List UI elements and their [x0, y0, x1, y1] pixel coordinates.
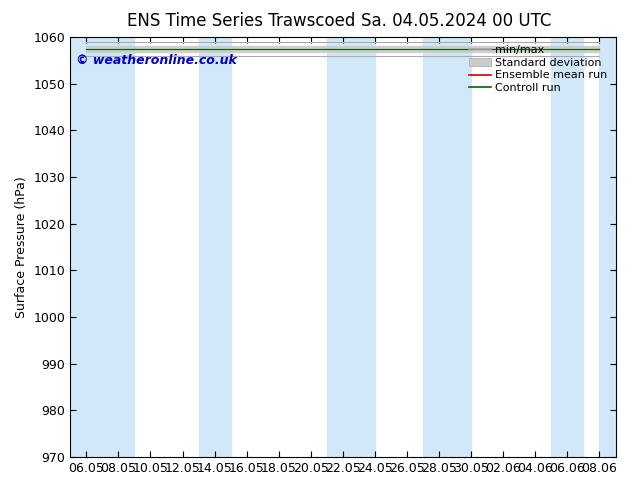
Bar — [423, 37, 471, 457]
Text: © weatheronline.co.uk: © weatheronline.co.uk — [75, 54, 236, 67]
Bar — [102, 37, 134, 457]
Bar — [327, 37, 375, 457]
Bar — [198, 37, 231, 457]
Text: Sa. 04.05.2024 00 UTC: Sa. 04.05.2024 00 UTC — [361, 12, 552, 30]
Legend: min/max, Standard deviation, Ensemble mean run, Controll run: min/max, Standard deviation, Ensemble me… — [467, 43, 610, 96]
Bar — [70, 37, 102, 457]
Text: ENS Time Series Trawscoed: ENS Time Series Trawscoed — [127, 12, 355, 30]
Bar — [552, 37, 583, 457]
Bar — [600, 37, 616, 457]
Y-axis label: Surface Pressure (hPa): Surface Pressure (hPa) — [15, 176, 28, 318]
